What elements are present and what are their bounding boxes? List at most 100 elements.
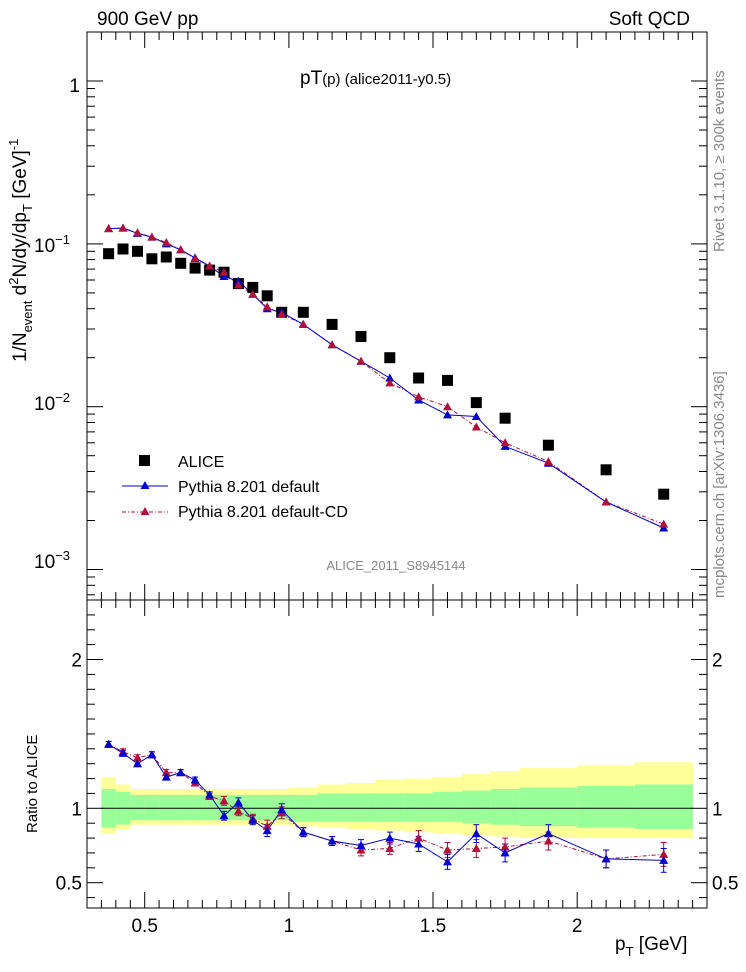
ratio-y-tick-label-right: 2 bbox=[712, 651, 723, 672]
y-tick-label-0.01: 10−2 bbox=[34, 390, 70, 415]
main-point-default-cd bbox=[104, 224, 114, 233]
main-point-alice bbox=[146, 253, 158, 265]
x-tick-label: 2 bbox=[572, 916, 583, 937]
main-point-default-cd bbox=[147, 232, 157, 241]
ratio-band-inner bbox=[245, 794, 261, 821]
main-point-alice bbox=[658, 488, 670, 500]
ratio-y-tick-label-left: 0.5 bbox=[56, 874, 82, 895]
main-point-alice bbox=[542, 439, 554, 451]
ratio-band-inner bbox=[187, 794, 203, 821]
ratio-band-inner bbox=[375, 793, 405, 822]
ratio-point-default bbox=[443, 857, 452, 866]
main-point-default-cd bbox=[356, 356, 366, 365]
ratio-y-tick-label-right: 1 bbox=[712, 799, 723, 820]
main-point-default-cd bbox=[219, 267, 229, 276]
ratio-point-default-cd bbox=[385, 844, 395, 852]
legend-default-label: Pythia 8.201 default bbox=[178, 479, 320, 496]
x-tick-label: 0.5 bbox=[131, 916, 157, 937]
ratio-point-default-cd bbox=[414, 833, 424, 842]
ratio-band-inner bbox=[346, 793, 376, 822]
main-point-default bbox=[443, 410, 452, 419]
ratio-point-default bbox=[298, 827, 308, 836]
main-point-default-cd bbox=[385, 378, 395, 387]
ratio-point-default bbox=[356, 841, 366, 849]
legend-alice-marker bbox=[139, 455, 150, 466]
header-right: Soft QCD bbox=[609, 9, 690, 30]
ratio-band-inner bbox=[461, 790, 491, 824]
x-tick-label: 1.5 bbox=[420, 916, 446, 937]
x-tick-label: 1 bbox=[284, 916, 295, 937]
ratio-band-inner bbox=[260, 794, 275, 821]
main-point-default-cd bbox=[133, 228, 142, 237]
main-point-default-cd bbox=[118, 223, 128, 232]
main-point-alice bbox=[470, 397, 482, 409]
main-point-default-cd bbox=[205, 261, 215, 270]
ratio-point-default bbox=[133, 759, 142, 768]
main-point-alice bbox=[261, 290, 273, 302]
main-point-default-cd bbox=[190, 254, 200, 263]
ratio-point-default bbox=[414, 839, 424, 848]
ratio-point-default bbox=[219, 811, 229, 820]
main-point-alice bbox=[297, 306, 309, 318]
ratio-band-inner bbox=[490, 789, 520, 825]
main-point-default-cd bbox=[500, 438, 510, 447]
ratio-band-inner bbox=[173, 794, 189, 821]
ratio-point-default bbox=[262, 826, 272, 835]
ratio-point-default bbox=[500, 848, 510, 857]
legend-alice-label: ALICE bbox=[178, 454, 224, 471]
ratio-point-default bbox=[327, 836, 337, 845]
y-tick-label-1: 1 bbox=[69, 76, 80, 97]
ratio-band-inner bbox=[433, 791, 463, 822]
ratio-point-default-cd bbox=[262, 821, 272, 830]
main-point-alice bbox=[413, 372, 425, 384]
main-point-alice bbox=[442, 374, 453, 386]
main-point-alice bbox=[384, 352, 396, 364]
ratio-point-default bbox=[161, 772, 171, 781]
ratio-band-inner bbox=[519, 787, 578, 827]
ratio-point-default-cd bbox=[356, 845, 366, 854]
main-point-default-cd bbox=[233, 280, 243, 289]
ratio-y-tick-label-right: 0.5 bbox=[712, 874, 738, 895]
ratio-point-default bbox=[543, 829, 553, 838]
ratio-point-default-cd bbox=[500, 842, 510, 851]
legend: ALICE Pythia 8.201 default Pythia 8.201 … bbox=[122, 454, 348, 521]
ratio-point-default-cd bbox=[659, 849, 669, 858]
legend-cd-label: Pythia 8.201 default-CD bbox=[178, 504, 348, 521]
ratio-band-inner bbox=[216, 794, 232, 821]
main-point-alice bbox=[189, 262, 201, 274]
ratio-band-inner bbox=[404, 793, 434, 822]
main-point-default-cd bbox=[443, 402, 452, 411]
ratio-point-default-cd bbox=[219, 796, 229, 805]
ratio-point-default bbox=[233, 797, 243, 806]
ratio-point-default bbox=[277, 805, 287, 814]
ratio-point-default-cd bbox=[233, 806, 243, 815]
main-point-default-cd bbox=[327, 340, 337, 349]
side-text-rivet: Rivet 3.1.10, ≥ 300k events bbox=[711, 70, 728, 252]
main-point-default bbox=[471, 412, 481, 420]
ratio-point-default bbox=[385, 833, 395, 842]
main-point-alice bbox=[103, 248, 115, 260]
ratio-band-inner bbox=[159, 794, 174, 821]
main-point-alice bbox=[132, 245, 143, 257]
main-point-alice bbox=[355, 331, 367, 342]
main-point-default-cd bbox=[543, 457, 553, 466]
main-point-default-cd bbox=[161, 238, 171, 246]
main-point-default-cd bbox=[176, 245, 186, 254]
main-point-alice bbox=[499, 412, 511, 424]
side-text-mcplots: mcplots.cern.ch [arXiv:1306.3436] bbox=[711, 371, 728, 598]
ratio-point-default-cd bbox=[161, 768, 171, 777]
ratio-y-axis-label: Ratio to ALICE bbox=[24, 735, 41, 833]
header-left: 900 GeV pp bbox=[97, 9, 198, 30]
ratio-point-default-cd bbox=[543, 836, 553, 845]
main-point-default-cd bbox=[248, 289, 258, 298]
ratio-point-default bbox=[471, 829, 481, 838]
main-point-alice bbox=[175, 257, 187, 269]
main-y-axis-label: 1/Nevent d2N/dy/dpT [GeV]-1 bbox=[6, 139, 35, 362]
ratio-point-default bbox=[248, 815, 258, 824]
ratio-band-inner bbox=[577, 786, 636, 828]
ratio-band-inner bbox=[317, 793, 347, 822]
main-line-default-cd bbox=[108, 227, 664, 525]
main-point-default-cd bbox=[262, 302, 272, 311]
main-point-default bbox=[385, 373, 395, 382]
